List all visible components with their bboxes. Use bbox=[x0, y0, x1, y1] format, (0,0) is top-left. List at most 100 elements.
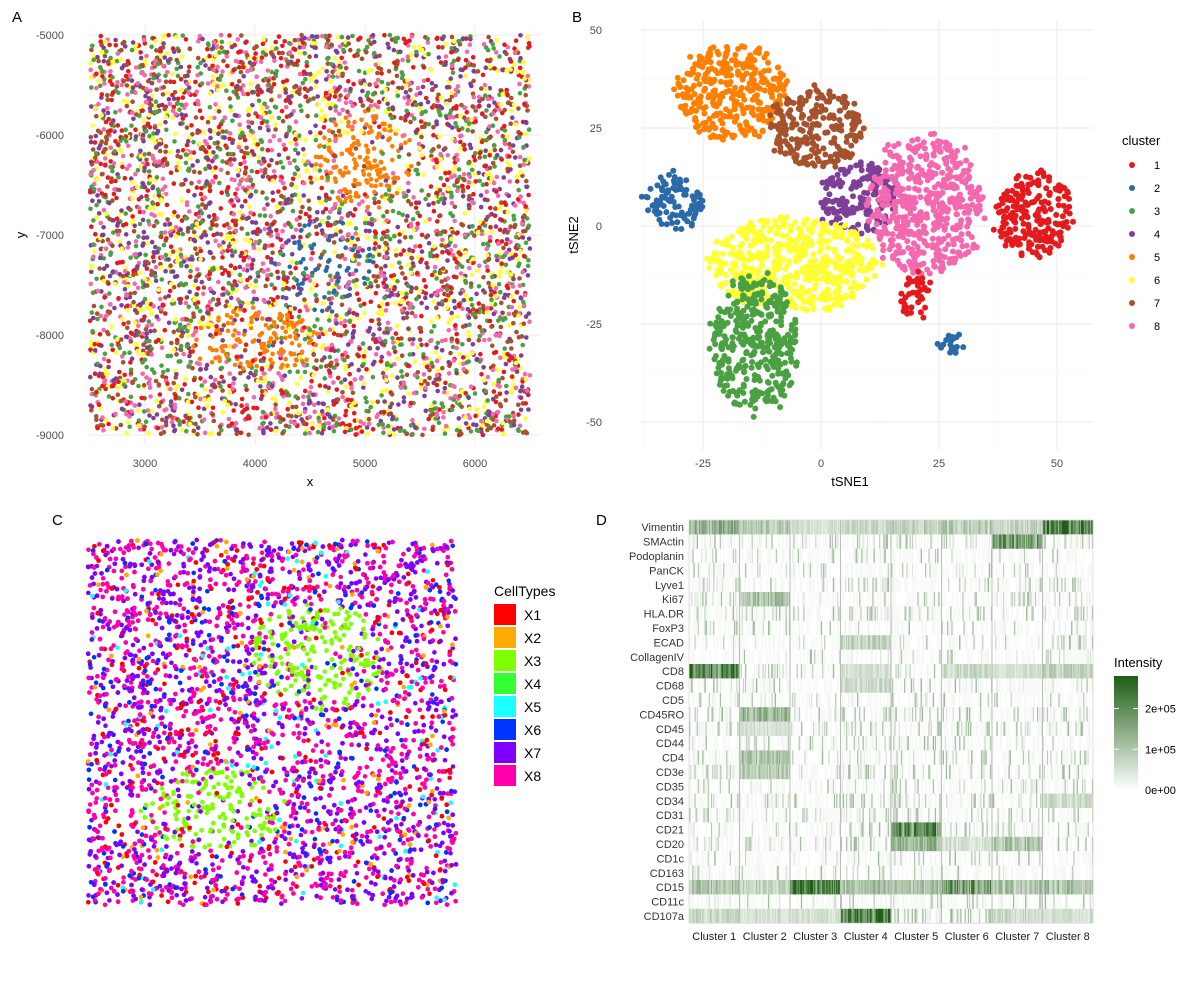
panel-a-point bbox=[205, 46, 210, 52]
panel-a-point bbox=[240, 215, 245, 221]
panel-a-point bbox=[191, 139, 196, 145]
panel-a-point bbox=[106, 281, 111, 286]
panel-a-point bbox=[401, 190, 407, 196]
panel-a-point bbox=[453, 106, 459, 111]
panel-a-point bbox=[476, 284, 482, 289]
panel-a-point bbox=[522, 76, 527, 81]
panel-a-point bbox=[452, 204, 458, 210]
panel-a-point bbox=[375, 77, 381, 83]
panel-a-point bbox=[143, 99, 149, 105]
panel-a-point bbox=[500, 91, 506, 97]
panel-a-point bbox=[303, 266, 309, 271]
panel-a-point bbox=[506, 311, 512, 317]
panel-a-point bbox=[135, 348, 141, 354]
panel-a-point bbox=[356, 68, 362, 74]
panel-a-point bbox=[470, 224, 475, 229]
panel-a-point bbox=[389, 273, 394, 279]
panel-a-point bbox=[466, 395, 472, 401]
panel-a-point bbox=[115, 123, 121, 128]
panel-a-point bbox=[211, 67, 216, 73]
panel-a-point bbox=[352, 157, 357, 162]
panel-a-point bbox=[197, 308, 203, 314]
panel-a-point bbox=[436, 144, 442, 149]
panel-a-point bbox=[289, 198, 294, 203]
panel-a-point bbox=[309, 180, 314, 185]
panel-a-point bbox=[225, 328, 231, 334]
panel-a-point bbox=[364, 367, 369, 372]
panel-a-point bbox=[517, 81, 522, 87]
panel-a-point bbox=[314, 366, 319, 372]
panel-a-point bbox=[167, 413, 173, 419]
panel-a-point bbox=[302, 297, 307, 303]
panel-a-point bbox=[300, 401, 306, 407]
panel-a-point bbox=[232, 328, 238, 333]
panel-a-point bbox=[245, 301, 251, 306]
panel-a-point bbox=[285, 406, 291, 412]
panel-a-point bbox=[237, 339, 243, 345]
panel-a-point bbox=[466, 315, 472, 320]
panel-a-point bbox=[89, 224, 94, 229]
panel-a-point bbox=[305, 273, 310, 279]
panel-a-point bbox=[275, 269, 280, 275]
panel-a-point bbox=[266, 300, 272, 305]
panel-a-point bbox=[333, 227, 339, 233]
panel-a-point bbox=[449, 193, 455, 199]
panel-a-point bbox=[348, 47, 353, 53]
panel-a-point bbox=[259, 55, 265, 60]
panel-a-point bbox=[224, 88, 229, 93]
panel-a-point bbox=[413, 314, 418, 319]
panel-a-point bbox=[280, 165, 286, 170]
panel-a-point bbox=[487, 64, 493, 69]
panel-a-point bbox=[283, 90, 289, 95]
panel-a-point bbox=[333, 232, 339, 237]
panel-a-point bbox=[326, 215, 331, 220]
panel-a-point bbox=[517, 65, 523, 71]
panel-a-point bbox=[346, 123, 351, 129]
panel-a-point bbox=[509, 294, 514, 299]
panel-a-point bbox=[384, 362, 390, 368]
panel-a-point bbox=[280, 50, 285, 56]
panel-a-point bbox=[118, 57, 123, 62]
panel-a-point bbox=[381, 230, 387, 235]
panel-a-point bbox=[238, 361, 243, 367]
panel-a-point bbox=[199, 279, 205, 285]
panel-a-point bbox=[508, 167, 513, 172]
panel-a-point bbox=[183, 300, 189, 306]
panel-a-point bbox=[230, 140, 235, 145]
panel-a-point bbox=[451, 298, 457, 304]
panel-a-point bbox=[465, 127, 471, 133]
panel-a-point bbox=[278, 159, 284, 165]
panel-a-point bbox=[296, 343, 302, 348]
panel-a-point bbox=[510, 143, 516, 148]
panel-a-point bbox=[178, 296, 184, 302]
panel-a-point bbox=[493, 293, 499, 299]
panel-a-point bbox=[270, 178, 276, 183]
panel-a-point bbox=[152, 140, 158, 145]
panel-a-point bbox=[292, 330, 298, 335]
panel-a-point bbox=[347, 150, 353, 156]
panel-a-point bbox=[460, 194, 466, 199]
panel-a-point bbox=[443, 298, 449, 303]
panel-a-point bbox=[228, 315, 234, 320]
panel-a-point bbox=[402, 235, 408, 240]
panel-a-point bbox=[372, 196, 377, 202]
panel-a-point bbox=[436, 55, 442, 60]
panel-a-point bbox=[514, 179, 520, 184]
panel-a-point bbox=[167, 221, 173, 227]
panel-a-point bbox=[382, 121, 387, 127]
panel-a-point bbox=[191, 428, 197, 434]
panel-a-point bbox=[154, 412, 160, 417]
panel-a-point bbox=[452, 165, 458, 170]
panel-a-point bbox=[461, 172, 467, 177]
panel-a-point bbox=[251, 245, 257, 251]
panel-a-point bbox=[122, 350, 127, 356]
panel-a-point bbox=[207, 66, 212, 72]
panel-a-point bbox=[374, 168, 380, 173]
panel-a-point bbox=[98, 161, 104, 167]
panel-a-point bbox=[353, 226, 359, 231]
panel-a-point bbox=[173, 34, 179, 40]
panel-a-point bbox=[247, 282, 252, 288]
panel-a-point bbox=[474, 291, 479, 297]
panel-a-point bbox=[141, 383, 147, 388]
panel-a-point bbox=[250, 358, 256, 364]
